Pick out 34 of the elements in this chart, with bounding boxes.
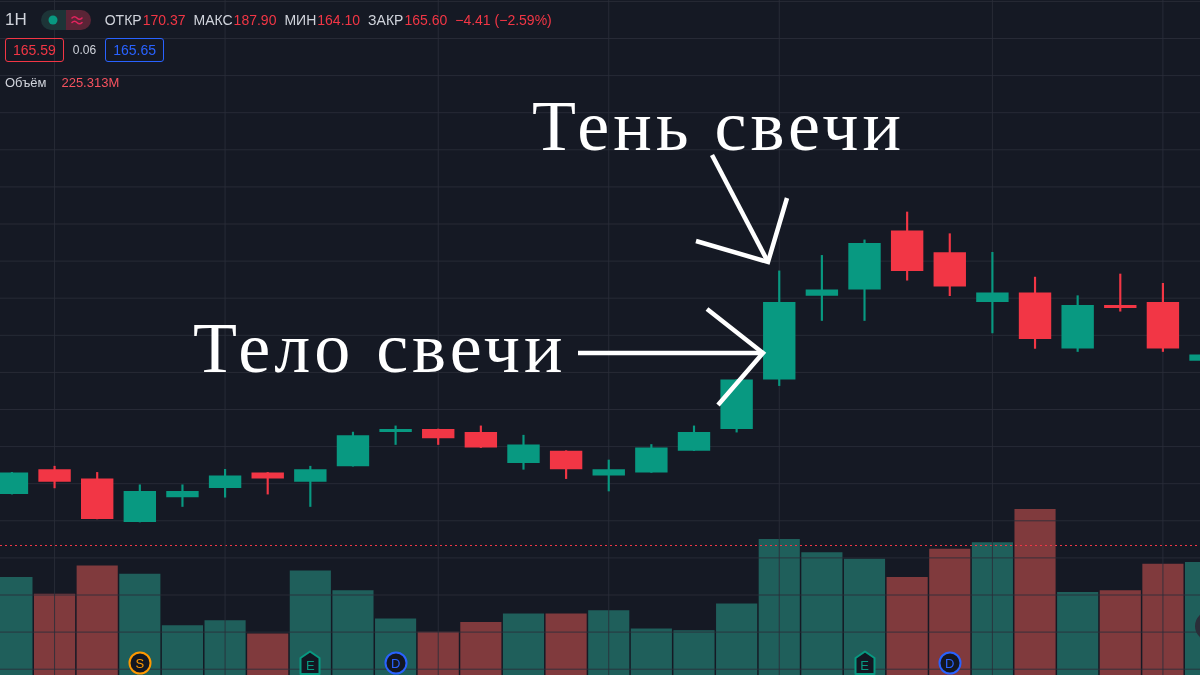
text: 187.90 [233, 12, 277, 28]
annotation: D [945, 655, 955, 671]
text: 170.37 [142, 12, 186, 28]
annotation: E [860, 658, 869, 673]
text: МИН [284, 12, 317, 28]
text: Объём [5, 75, 47, 90]
text: 0.06 [72, 43, 97, 57]
annotation: S [135, 655, 145, 671]
text: −4.41 (−2.59%) [455, 12, 552, 28]
annotation: Тело свечи [193, 308, 567, 388]
candlestick [166, 484, 199, 507]
bar [161, 625, 204, 675]
bar [76, 565, 118, 675]
text: 165.65 [105, 38, 165, 62]
bar [1014, 509, 1056, 675]
bar [843, 558, 886, 675]
text: 165.60 [404, 12, 448, 28]
text: 164.10 [317, 12, 361, 28]
bar [204, 620, 246, 675]
text: МАКС [193, 12, 233, 28]
chart-title: 1H [5, 10, 27, 30]
text: Тень свечи [532, 86, 905, 166]
bar [588, 610, 630, 675]
annotation: E [305, 658, 315, 673]
bar [971, 542, 1013, 675]
text: 165.59 [5, 38, 64, 62]
text: 225.313M [61, 75, 120, 90]
bar [247, 633, 289, 675]
bar [502, 613, 545, 675]
bar [1057, 592, 1099, 675]
bar [545, 613, 587, 675]
text: ОТКР [104, 12, 142, 28]
text: ЗАКР [368, 12, 404, 28]
annotation: D [390, 655, 401, 671]
